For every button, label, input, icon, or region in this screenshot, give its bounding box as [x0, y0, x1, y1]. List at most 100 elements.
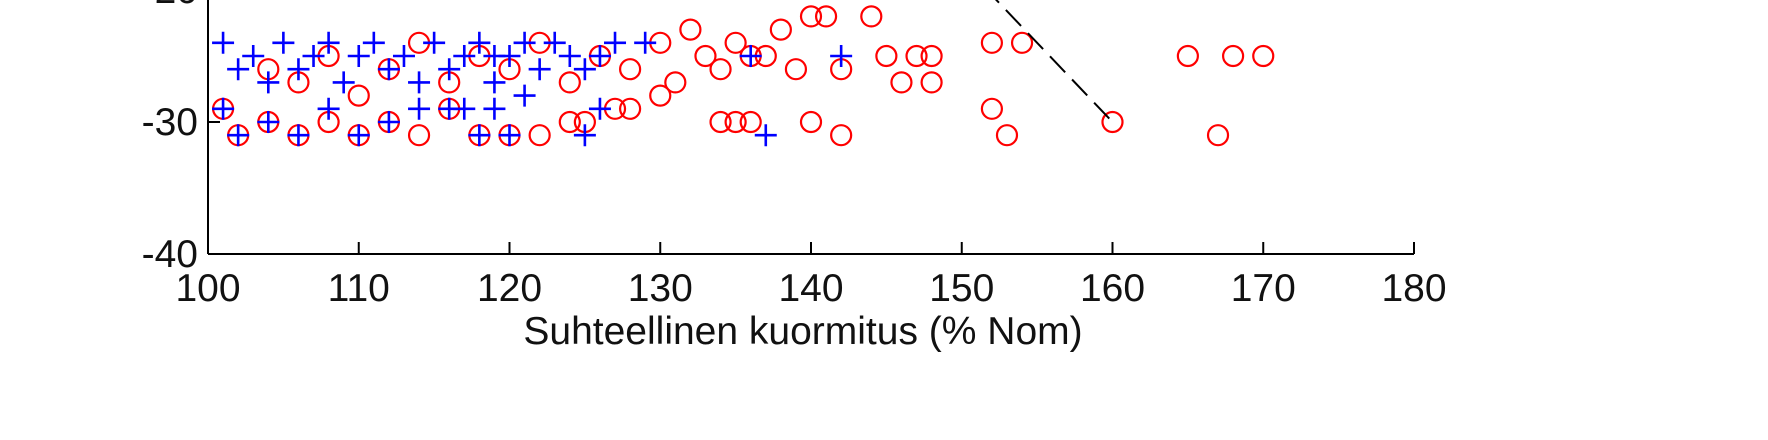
- data-point-plus: [634, 31, 657, 54]
- data-point-circle: [830, 124, 853, 147]
- data-point-circle: [784, 58, 808, 81]
- data-point-circle: [709, 110, 732, 134]
- data-point-circle: [1252, 44, 1275, 68]
- y-tick-label: -30: [142, 101, 198, 144]
- data-point-plus: [317, 31, 340, 54]
- data-point-plus: [347, 124, 370, 147]
- data-point-circle: [920, 44, 943, 68]
- data-point-plus: [438, 58, 461, 81]
- data-point-circle: [649, 84, 672, 107]
- data-point-plus: [212, 31, 235, 54]
- data-point-plus: [513, 84, 536, 107]
- data-point-plus: [362, 31, 385, 54]
- data-point-circle: [528, 124, 551, 147]
- data-point-plus: [453, 97, 476, 120]
- data-point-circle: [724, 110, 747, 134]
- data-point-circle: [980, 97, 1004, 120]
- data-point-circle: [724, 31, 747, 54]
- data-point-plus: [468, 124, 491, 147]
- data-point-plus: [468, 31, 491, 54]
- data-point-circle: [920, 71, 943, 94]
- data-point-plus: [408, 71, 431, 94]
- data-point-circle: [799, 5, 823, 28]
- data-point-plus: [408, 97, 431, 120]
- reference-line: [995, 0, 1114, 123]
- data-point-circle: [679, 18, 702, 41]
- data-point-circle: [739, 110, 762, 134]
- x-tick-label: 180: [1381, 267, 1446, 310]
- data-point-plus: [332, 71, 355, 94]
- data-point-plus: [604, 31, 627, 54]
- data-point-circle: [558, 110, 581, 134]
- data-point-circle: [1176, 44, 1199, 68]
- data-point-plus: [347, 45, 370, 67]
- data-point-plus: [573, 124, 596, 147]
- data-point-circle: [905, 44, 928, 68]
- data-point-plus: [257, 71, 280, 94]
- dashed-reference-line: [995, 0, 1114, 123]
- data-point-plus: [423, 31, 446, 54]
- data-point-circle: [1221, 44, 1245, 68]
- data-point-plus: [558, 45, 581, 67]
- data-point-plus: [498, 45, 521, 67]
- data-point-plus: [257, 111, 280, 133]
- x-tick-label: 130: [628, 267, 693, 310]
- data-point-plus: [272, 31, 295, 54]
- data-point-circle: [769, 18, 792, 41]
- data-point-circle: [558, 71, 581, 94]
- data-point-plus: [287, 124, 310, 147]
- data-point-plus: [498, 124, 521, 147]
- data-point-circle: [709, 58, 732, 81]
- data-point-plus: [483, 71, 506, 94]
- x-tick-label: 110: [328, 267, 390, 310]
- axes: [207, 0, 1415, 255]
- data-point-plus: [317, 97, 340, 120]
- data-point-circle: [664, 71, 687, 94]
- y-tick-label: -40: [142, 233, 198, 276]
- data-point-plus: [573, 58, 596, 81]
- data-point-circle: [618, 58, 642, 81]
- x-tick-label: 100: [175, 267, 240, 310]
- data-point-plus: [302, 45, 325, 67]
- data-point-plus: [453, 45, 476, 67]
- data-point-plus: [739, 45, 762, 67]
- x-tick-label: 150: [929, 267, 994, 310]
- data-point-plus: [242, 45, 265, 67]
- data-point-circle: [618, 97, 642, 120]
- data-point-circle: [860, 5, 883, 28]
- data-point-plus: [227, 58, 250, 81]
- data-point-plus: [227, 124, 250, 147]
- data-point-circle: [980, 31, 1004, 54]
- data-point-circle: [799, 110, 823, 134]
- data-point-circle: [890, 71, 913, 94]
- x-tick-label: 170: [1231, 267, 1296, 310]
- data-point-circle: [1101, 110, 1124, 134]
- data-point-plus: [287, 58, 310, 81]
- tick-labels: 100 110 120 130 140 150 160 170 180 -40 -30 -20: [142, 0, 1447, 310]
- data-point-plus: [377, 111, 400, 133]
- data-point-circle: [347, 84, 370, 107]
- data-point-plus: [392, 45, 415, 67]
- data-point-plus: [588, 97, 611, 120]
- data-point-plus: [513, 31, 536, 54]
- data-point-circle: [407, 124, 431, 147]
- data-point-circle: [694, 44, 717, 68]
- data-point-plus: [588, 45, 611, 67]
- data-point-circle: [1010, 31, 1034, 54]
- x-tick-label: 120: [477, 267, 542, 310]
- data-point-plus: [543, 31, 566, 54]
- y-tick-label: -20: [142, 0, 198, 12]
- data-point-circle: [995, 124, 1019, 147]
- data-point-plus: [528, 58, 551, 81]
- data-point-circle: [875, 44, 898, 68]
- x-tick-label: 140: [778, 267, 843, 310]
- data-point-circle: [814, 5, 838, 28]
- data-point-plus: [377, 58, 400, 81]
- x-axis-title: Suhteellinen kuormitus (% Nom): [523, 310, 1082, 353]
- data-point-plus: [212, 97, 235, 120]
- data-point-circle: [1206, 124, 1230, 147]
- data-point-plus: [830, 45, 853, 67]
- x-tick-label: 160: [1080, 267, 1145, 310]
- data-point-plus: [483, 97, 506, 120]
